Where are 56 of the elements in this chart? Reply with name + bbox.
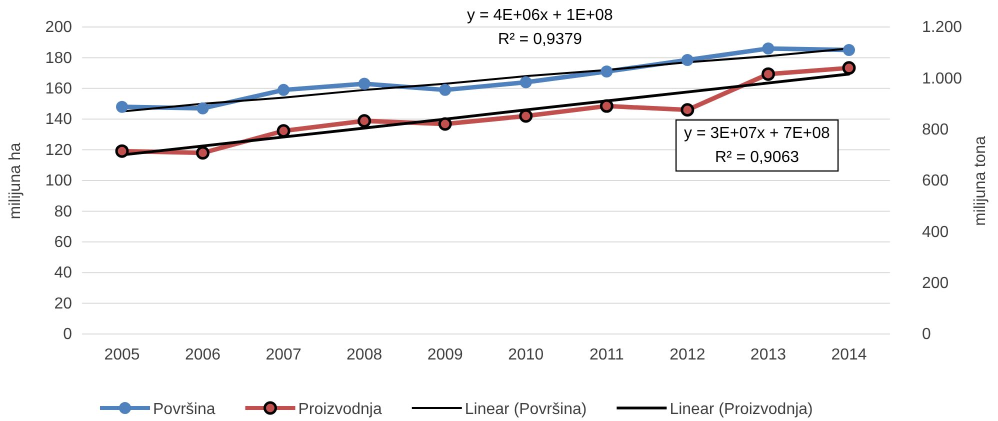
x-tick-label: 2007	[266, 346, 302, 364]
y2-tick-label: 800	[922, 121, 949, 138]
x-tick-label: 2008	[346, 346, 382, 364]
y-tick-label: 20	[54, 295, 72, 312]
y-tick-label: 120	[45, 142, 72, 159]
y-axis-title: milijuna ha	[7, 142, 24, 220]
annotation: y = 4E+06x + 1E+08 R² = 0,9379	[467, 7, 614, 48]
y-tick-label: 0	[63, 326, 72, 344]
point	[600, 66, 613, 78]
legend-label: Linear (Proizvodnja)	[670, 401, 813, 418]
y-tick-label: 140	[45, 111, 72, 128]
point	[600, 99, 614, 113]
x-tick-label: 2013	[750, 346, 786, 364]
y2-tick-label: 400	[922, 224, 949, 241]
y-tick-label: 100	[45, 172, 72, 190]
point	[358, 114, 372, 128]
x-tick-label: 2014	[831, 346, 867, 364]
point	[115, 144, 129, 158]
x-tick-label: 2006	[184, 346, 221, 364]
y2-axis-title: milijuna tona	[972, 136, 989, 226]
legend-label: Površina	[153, 401, 216, 418]
y2-tick-label: 0	[922, 326, 931, 344]
point	[520, 76, 532, 88]
x-tick-label: 2010	[508, 346, 544, 364]
legend-label: Linear (Površina)	[464, 401, 587, 418]
x-tick-label: 2011	[589, 346, 624, 364]
x-tick-label: 2009	[427, 346, 464, 364]
y-tick-label: 200	[45, 19, 72, 36]
point	[519, 109, 533, 123]
point	[196, 146, 210, 160]
point	[680, 103, 694, 117]
point	[843, 44, 855, 56]
point	[358, 78, 370, 90]
x-tick-label: 2012	[670, 346, 706, 364]
point	[116, 100, 128, 113]
point	[196, 102, 209, 114]
point	[681, 54, 694, 66]
point	[762, 42, 774, 54]
y-tick-label: 160	[45, 80, 72, 98]
point	[842, 61, 856, 75]
y2-tick-label: 1.000	[922, 70, 962, 88]
y-tick-label: 40	[54, 264, 72, 282]
y2-tick-label: 600	[922, 172, 949, 190]
point	[276, 124, 290, 138]
y2-tick-label: 1.200	[922, 19, 962, 36]
y-tick-label: 60	[54, 234, 72, 252]
point	[438, 117, 452, 131]
point	[761, 67, 775, 81]
point	[278, 84, 290, 96]
legend-label: Proizvodnja	[298, 401, 382, 418]
y-tick-label: 180	[45, 50, 72, 67]
y2-tick-label: 200	[922, 274, 949, 292]
point	[439, 84, 452, 96]
x-tick-label: 2005	[104, 346, 140, 364]
y-tick-label: 80	[54, 203, 72, 220]
annotation: y = 3E+07x + 7E+08 R² = 0,9063	[684, 125, 830, 166]
